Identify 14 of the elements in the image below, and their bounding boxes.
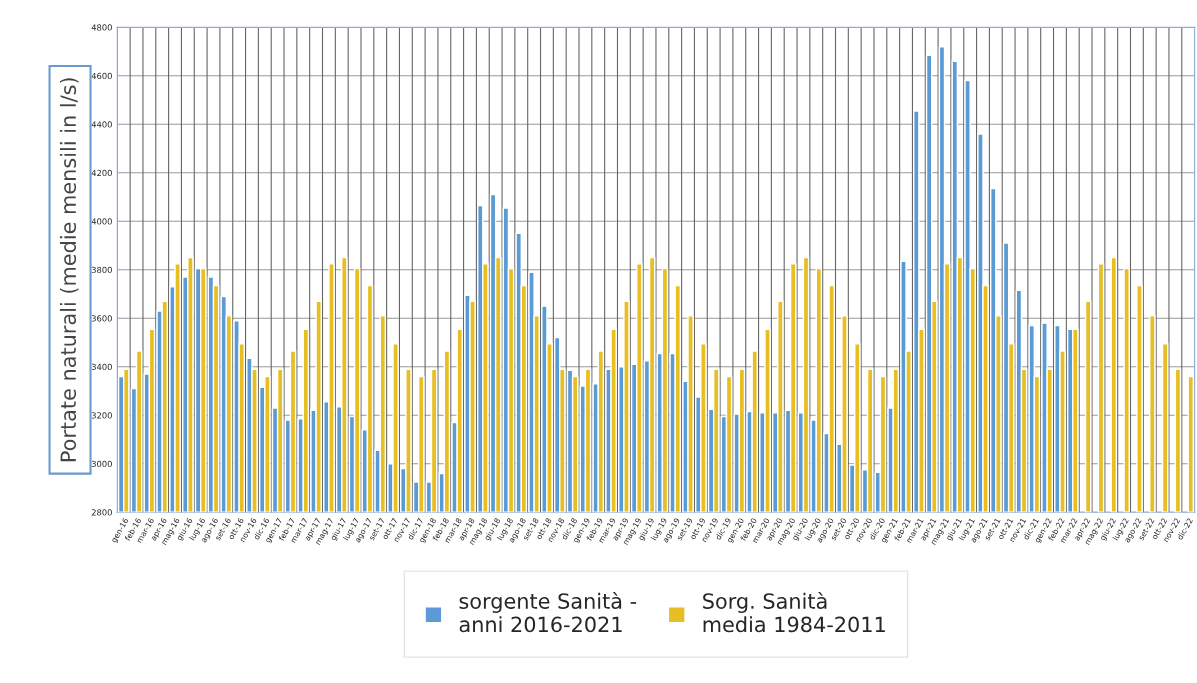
y-tick-label: 3200 [91, 412, 112, 419]
y-tick-label: 3600 [91, 315, 112, 322]
legend-label: Sorg. Sanità media 1984-2011 [703, 591, 885, 633]
y-tick-label: 4800 [91, 24, 112, 31]
legend-label: sorgente Sanità - anni 2016-2021 [459, 591, 637, 633]
y-tick-label: 4400 [91, 121, 112, 128]
y-tick-label: 3400 [91, 363, 112, 371]
y-tick-label: 4200 [91, 169, 112, 177]
y-tick-label: 4600 [91, 72, 112, 80]
y-tick-label: 4000 [91, 218, 112, 225]
y-axis-title: Portate naturali (medie mensili in l/s) [59, 78, 79, 462]
y-tick-label: 3000 [91, 460, 112, 468]
y-tick-label: 3800 [91, 266, 112, 274]
y-tick-label: 2800 [91, 509, 112, 516]
